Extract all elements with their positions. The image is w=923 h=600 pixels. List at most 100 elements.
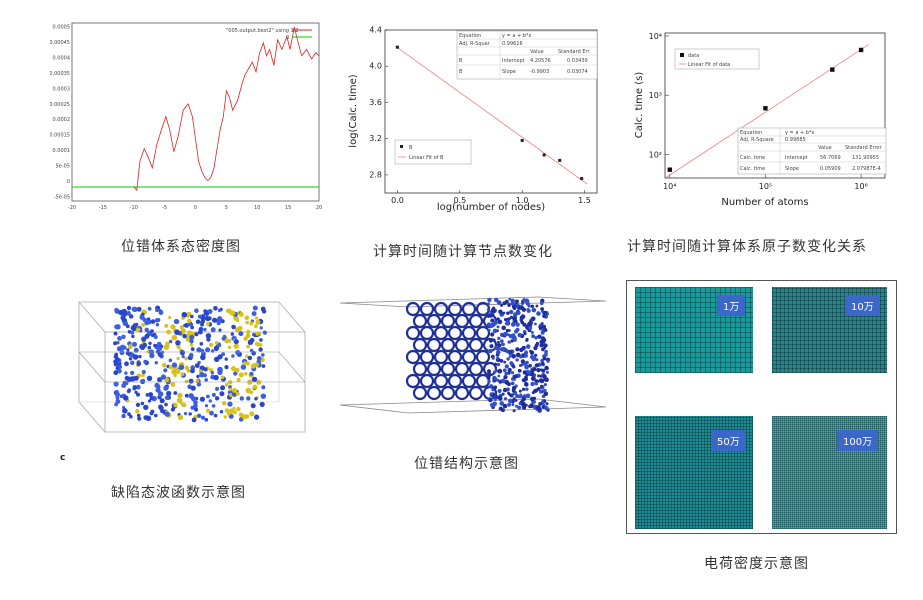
lattice-atom bbox=[512, 337, 517, 342]
lattice-atom bbox=[495, 350, 500, 355]
atom bbox=[220, 319, 225, 324]
atom bbox=[171, 334, 178, 341]
atoms-eq-label: Equation bbox=[740, 130, 762, 136]
wavefunction-panel: c bbox=[55, 290, 325, 470]
atom bbox=[259, 343, 263, 347]
lattice-atom bbox=[523, 350, 529, 356]
nodes-r1c4: 0.03439 bbox=[567, 58, 588, 64]
lattice-atom bbox=[511, 354, 516, 359]
atom bbox=[149, 396, 154, 401]
lattice-atom bbox=[512, 334, 516, 338]
lattice-atom bbox=[507, 398, 513, 404]
lattice-ring bbox=[440, 385, 456, 401]
lattice-atom bbox=[535, 335, 538, 339]
atoms-xtick-label: 10⁶ bbox=[854, 182, 867, 191]
atom bbox=[236, 377, 241, 382]
lattice-atom bbox=[489, 338, 493, 343]
atom bbox=[243, 336, 248, 341]
atom bbox=[189, 339, 194, 344]
dos-plot-frame bbox=[71, 22, 320, 202]
lattice-atom bbox=[517, 332, 522, 338]
atom bbox=[163, 344, 170, 350]
top-plane bbox=[339, 296, 607, 308]
atom bbox=[206, 337, 211, 342]
atom bbox=[261, 353, 265, 357]
atom bbox=[260, 393, 266, 399]
atom bbox=[206, 394, 210, 399]
atom bbox=[136, 306, 142, 312]
lattice-atom bbox=[503, 331, 508, 337]
lattice-ring bbox=[426, 361, 442, 377]
panel-label-c: c bbox=[60, 453, 65, 463]
atom bbox=[150, 319, 156, 324]
atoms-eq: y = a + b*x bbox=[785, 130, 814, 136]
lattice-atom bbox=[543, 391, 549, 397]
atom bbox=[211, 404, 216, 408]
atom bbox=[118, 365, 123, 369]
nodes-data-point bbox=[558, 158, 562, 162]
atom bbox=[121, 413, 126, 419]
atom bbox=[168, 365, 173, 370]
lattice-ring bbox=[419, 349, 435, 365]
atom bbox=[199, 342, 204, 346]
nodes-chart-panel: 2.8 3.2 3.6 4.0 4.4 0.0 0.5 1.0 1.5 log(number … bbox=[345, 25, 607, 220]
atom bbox=[171, 362, 178, 368]
lattice-ring bbox=[461, 349, 477, 365]
dos-xtick-label: -15 bbox=[99, 205, 107, 211]
atom bbox=[147, 399, 152, 403]
tile-label-1: 1万 bbox=[717, 295, 746, 316]
nodes-r1c2: Intercept bbox=[502, 58, 525, 64]
atom bbox=[220, 375, 225, 380]
atoms-r1c3: 56.7069 bbox=[820, 155, 841, 161]
atom bbox=[233, 343, 239, 349]
lattice-atom bbox=[512, 375, 516, 379]
lattice-atom bbox=[512, 312, 518, 317]
lattice-atom bbox=[497, 336, 501, 340]
lattice-atom bbox=[518, 389, 522, 393]
lattice-atom bbox=[540, 322, 544, 325]
atom bbox=[148, 341, 152, 345]
lattice-atom bbox=[546, 359, 550, 363]
nodes-chart: 2.8 3.2 3.6 4.0 4.4 0.0 0.5 1.0 1.5 log(number … bbox=[348, 26, 598, 213]
atom bbox=[199, 396, 205, 402]
atom bbox=[138, 354, 142, 359]
dos-xtick-label: 15 bbox=[285, 205, 291, 211]
nodes-data-point bbox=[520, 138, 524, 142]
lattice-atom bbox=[535, 304, 539, 308]
atom bbox=[158, 310, 164, 315]
atom bbox=[249, 371, 254, 376]
lattice-atom bbox=[541, 403, 545, 407]
atom bbox=[203, 367, 208, 372]
nodes-r1c3: 4.20576 bbox=[530, 58, 551, 64]
atom bbox=[228, 387, 232, 392]
atom bbox=[189, 343, 194, 347]
lattice-atom bbox=[511, 388, 516, 393]
lattice-atom bbox=[540, 384, 543, 388]
atom bbox=[179, 350, 185, 356]
atom bbox=[211, 392, 216, 397]
atom bbox=[251, 311, 257, 317]
lattice-atom bbox=[514, 299, 519, 304]
dos-plot: 0.00050.000450.00040.000350.00030.000250… bbox=[49, 22, 322, 211]
nodes-ytick-label: 3.6 bbox=[369, 98, 382, 107]
atoms-chart: 10² 10³ 10⁴ 10⁴ 10⁵ 10⁶ Number of atoms Calc… bbox=[634, 32, 887, 208]
atom bbox=[166, 390, 172, 397]
lattice-ring bbox=[433, 325, 449, 341]
atom bbox=[121, 334, 126, 339]
dos-legend-1: "005.output.best2" using 1:2 bbox=[226, 28, 299, 34]
lattice-atom bbox=[493, 363, 497, 367]
lattice-atom bbox=[498, 309, 503, 314]
atoms-legend-series: data bbox=[688, 53, 699, 59]
lattice-atom bbox=[542, 346, 546, 350]
lattice-atom bbox=[488, 398, 493, 403]
lattice-atom bbox=[493, 320, 498, 325]
lattice-atom bbox=[507, 391, 511, 395]
lattice-atom bbox=[509, 309, 514, 315]
lattice-atom bbox=[542, 314, 546, 318]
lattice-ring bbox=[461, 301, 477, 317]
atom bbox=[146, 319, 152, 325]
lattice-atom bbox=[544, 406, 549, 411]
atom bbox=[143, 415, 148, 420]
caption-charge: 电荷密度示意图 bbox=[704, 556, 809, 572]
lattice-atom bbox=[507, 367, 512, 373]
